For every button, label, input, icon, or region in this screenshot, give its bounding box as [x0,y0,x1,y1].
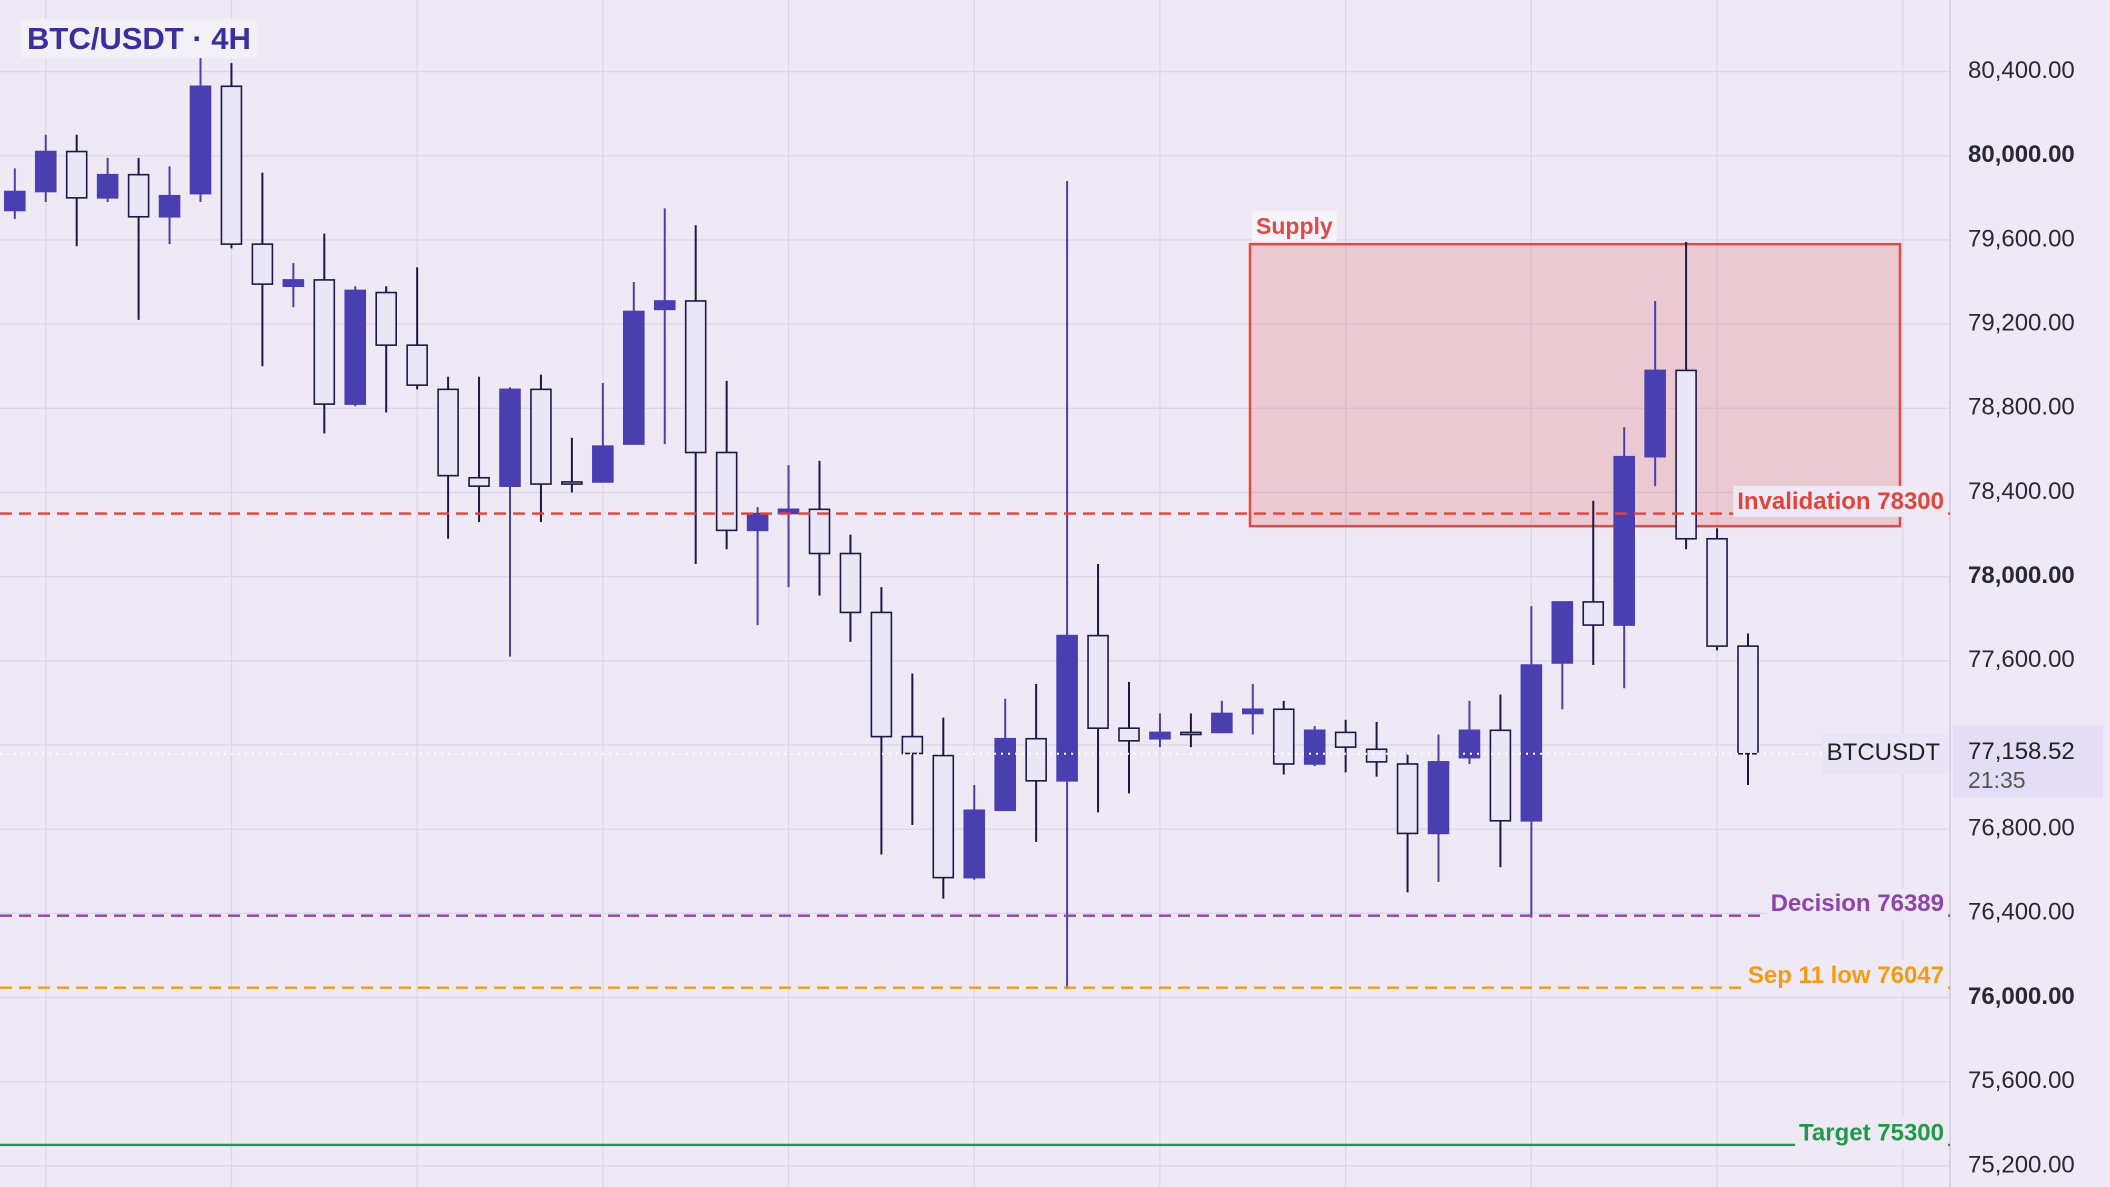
candle-body [808,508,831,555]
candle-body [1489,729,1512,822]
candle-body [313,279,336,405]
candle-body [653,300,676,311]
candle-body [994,737,1017,812]
candle-body [406,344,428,386]
candle-body [1396,763,1419,835]
candle-body [1706,537,1728,647]
candle-body [1242,708,1264,715]
candle-body [1613,455,1635,626]
y-tick-label: 78,400.00 [1968,478,2075,505]
candle-body [592,445,614,483]
candle-body [1675,369,1697,540]
supply-zone [1248,242,1902,528]
candle-body [1582,601,1605,626]
candle-body [1087,634,1109,729]
candle-body [1334,731,1357,748]
candle-body [65,150,88,199]
candle-body [1427,761,1450,835]
candle-body [1056,634,1078,782]
y-tick-label: 80,400.00 [1968,57,2075,84]
candle-body [1551,601,1574,664]
candle-body [189,85,212,195]
candle-body [344,289,367,405]
candle-body [622,310,645,445]
level-label: Decision 76389 [1771,890,1944,917]
y-tick-label: 75,600.00 [1968,1067,2075,1094]
y-tick-label: 79,600.00 [1968,225,2075,252]
candle-body [1149,731,1171,740]
y-tick-label: 75,200.00 [1968,1151,2075,1178]
level-label: Invalidation 78300 [1737,488,1944,515]
candle-body [4,190,26,212]
candle-body [1458,729,1481,759]
grid [0,0,1950,1187]
y-tick-label: 79,200.00 [1968,309,2075,336]
candle-body [499,388,521,487]
candle-body [127,173,150,218]
candle-body [1520,664,1543,822]
candle-body [963,809,986,879]
y-tick-label: 76,400.00 [1968,899,2075,926]
label-background [1743,960,1948,992]
candle-body [34,150,57,193]
candle-body [96,173,119,199]
chart-title: BTC/USDT · 4H [27,21,251,56]
candle-body [715,451,738,532]
candle-body [1644,369,1666,458]
candle-body [251,243,274,285]
symbol-label: BTCUSDT [1827,739,1941,766]
y-tick-label: 77,600.00 [1968,646,2075,673]
candle-body [437,388,459,477]
level-label: Sep 11 low 76047 [1748,962,1944,989]
candle-body [1180,731,1202,736]
candle-body [220,85,243,245]
y-tick-label: 80,000.00 [1968,141,2075,168]
candle-body [684,300,707,454]
label-background [1795,1117,1948,1149]
overlay: 75,200.00 75,600.00 76,000.00 76,400.00 76,8… [0,19,2103,1178]
label-background [21,19,257,59]
candle-body [1272,708,1295,765]
level-label: Target 75300 [1799,1119,1944,1146]
y-tick-label: 76,000.00 [1968,983,2075,1010]
candle-body [901,735,924,755]
candle-body [1303,729,1326,765]
y-tick-label: 76,800.00 [1968,815,2075,842]
symbol-box [1822,733,1948,774]
candle-body [1211,712,1233,734]
label-background [1733,485,1948,517]
last-price-label: 77,158.52 [1968,738,2075,765]
label-background [1252,211,1337,242]
candle-body [1025,737,1047,782]
candle-body [746,512,769,532]
candle-body [375,291,398,346]
candle-body [158,194,181,218]
candle-body [870,611,893,738]
candle-body [1118,727,1140,742]
y-tick-label: 78,000.00 [1968,562,2075,589]
candle-body [530,388,552,485]
candle-body [1365,748,1388,763]
candle-body [839,552,862,614]
last-price-box [1953,725,2103,798]
countdown-label: 21:35 [1968,767,2026,793]
candle-body [1737,645,1759,755]
label-background [1766,888,1948,920]
candle-body [282,279,305,288]
candle-body [468,476,490,487]
marks [4,54,1902,990]
candle-body [561,481,583,485]
zone-label: Supply [1256,213,1333,239]
candle-body [932,754,955,879]
y-tick-label: 78,800.00 [1968,394,2075,421]
